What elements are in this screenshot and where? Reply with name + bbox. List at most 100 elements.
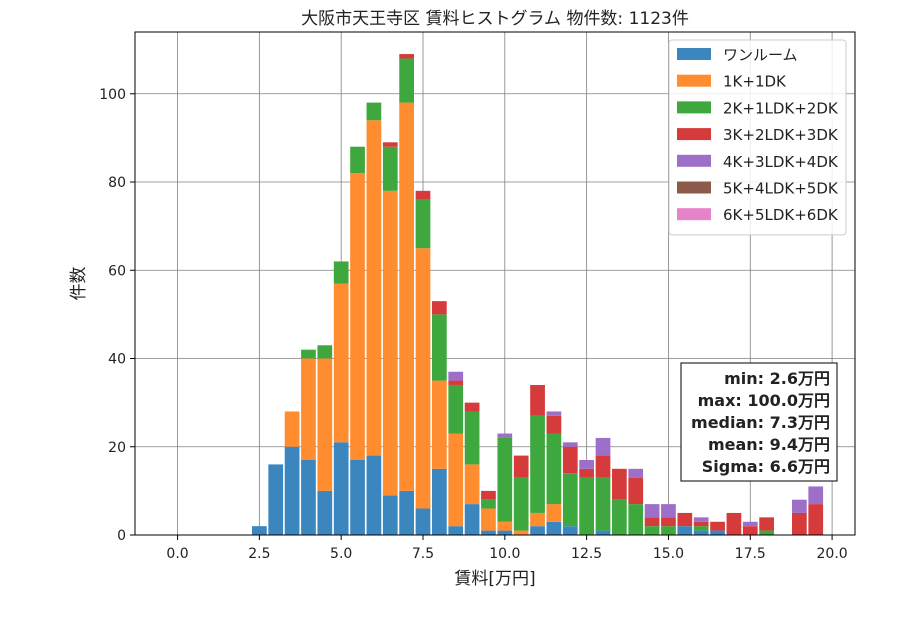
bar-segment: [579, 468, 594, 478]
bar-segment: [333, 283, 349, 443]
x-tick-label: 20.0: [817, 546, 848, 562]
x-tick-label: 5.0: [330, 546, 352, 562]
bar-segment: [677, 512, 693, 527]
legend-swatch: [677, 208, 711, 221]
bar-segment: [595, 437, 611, 456]
x-tick-label: 10.0: [489, 546, 520, 562]
bar-segment: [382, 146, 398, 191]
bar-segment: [301, 349, 316, 359]
legend-label: ワンルーム: [723, 46, 798, 64]
bar-segment: [268, 464, 284, 535]
legend-label: 1K+1DK: [723, 73, 787, 91]
bar-segment: [579, 477, 594, 535]
y-tick-label: 60: [108, 263, 126, 279]
bar-segment: [481, 499, 496, 509]
legend-swatch: [677, 154, 711, 167]
bar-segment: [382, 190, 398, 496]
y-tick-label: 80: [108, 175, 126, 191]
x-axis-label: 賃料[万円]: [454, 569, 535, 589]
bar-segment: [628, 468, 644, 478]
bar-segment: [333, 261, 349, 284]
bar-segment: [562, 473, 578, 527]
bar-segment: [350, 459, 365, 535]
bar-segment: [530, 384, 545, 416]
stats-box: min: 2.6万円 max: 100.0万円 median: 7.3万円 mean:…: [680, 362, 838, 482]
bar-segment: [464, 411, 480, 465]
bar-segment: [252, 526, 267, 535]
stats-line: Sigma: 6.6万円: [702, 457, 830, 476]
x-tick-label: 2.5: [248, 546, 270, 562]
legend-label: 4K+3LDK+4DK: [723, 153, 839, 171]
axes-frame: [134, 31, 856, 536]
bar-segment: [595, 477, 611, 531]
bar-segment: [432, 314, 447, 381]
bar-segment: [432, 468, 447, 535]
bar-segment: [808, 504, 824, 535]
bar-segment: [742, 521, 758, 527]
chart-title: 大阪市天王寺区 賃料ヒストグラム 物件数: 1123件: [301, 9, 689, 29]
bar-segment: [693, 521, 709, 527]
bar-segment: [710, 521, 725, 531]
bar-segment: [448, 526, 464, 535]
bar-segment: [710, 530, 725, 535]
bar-segment: [366, 455, 382, 535]
y-tick-label: 40: [108, 352, 126, 368]
bar-segment: [792, 499, 807, 513]
stats-line: max: 100.0万円: [698, 391, 830, 410]
bar-segment: [399, 102, 414, 491]
x-tick-label: 0.0: [166, 546, 188, 562]
bar-segment: [284, 446, 300, 535]
legend-swatch: [677, 101, 711, 114]
bar-segment: [481, 530, 496, 535]
bar-segment: [759, 517, 774, 531]
bar-segment: [661, 526, 676, 535]
bar-segment: [464, 402, 480, 412]
legend-label: 5K+4LDK+5DK: [723, 180, 839, 198]
y-axis-label: 件数: [69, 267, 89, 301]
legend-swatch: [677, 181, 711, 194]
bar-segment: [595, 530, 611, 535]
bar-segment: [415, 248, 431, 509]
bar-segment: [432, 301, 447, 315]
bar-segment: [546, 521, 562, 535]
legend-label: 2K+1LDK+2DK: [723, 99, 839, 117]
bar-segment: [448, 433, 464, 527]
bar-segment: [562, 526, 578, 535]
bar-segment: [644, 526, 660, 535]
ticks-layer: 0.0 2.5 5.0 7.5 10.0 12.5 15.0 17.5 20.0 0 20 40 60 8…: [99, 87, 847, 562]
bar-segment: [317, 358, 333, 491]
bar-segment: [513, 530, 529, 535]
bar-segment: [481, 508, 496, 531]
bar-segment: [530, 526, 545, 535]
bar-segment: [612, 499, 627, 535]
bar-segment: [301, 459, 316, 535]
bar-segment: [562, 442, 578, 447]
bar-segment: [661, 517, 676, 527]
bar-segment: [497, 437, 513, 522]
bar-segment: [792, 512, 807, 535]
y-tick-label: 0: [117, 528, 126, 544]
bar-segment: [661, 504, 676, 518]
bar-segment: [366, 102, 382, 121]
bar-segment: [693, 530, 709, 535]
bar-segment: [464, 464, 480, 505]
bar-segment: [628, 504, 644, 535]
bar-segment: [579, 459, 594, 469]
bar-segment: [317, 345, 333, 359]
stats-line: mean: 9.4万円: [708, 435, 830, 454]
legend-label: 6K+5LDK+6DK: [723, 206, 839, 224]
bar-segment: [546, 411, 562, 416]
bar-segment: [759, 530, 774, 535]
bar-segment: [350, 146, 365, 174]
bar-segment: [595, 455, 611, 478]
x-tick-label: 12.5: [571, 546, 602, 562]
bar-segment: [562, 446, 578, 474]
bar-segment: [301, 358, 316, 460]
bar-segment: [677, 526, 693, 535]
bar-segment: [644, 517, 660, 527]
bar-segment: [399, 490, 414, 535]
bar-segment: [497, 521, 513, 531]
x-tick-label: 7.5: [412, 546, 434, 562]
legend-swatch: [677, 48, 711, 60]
